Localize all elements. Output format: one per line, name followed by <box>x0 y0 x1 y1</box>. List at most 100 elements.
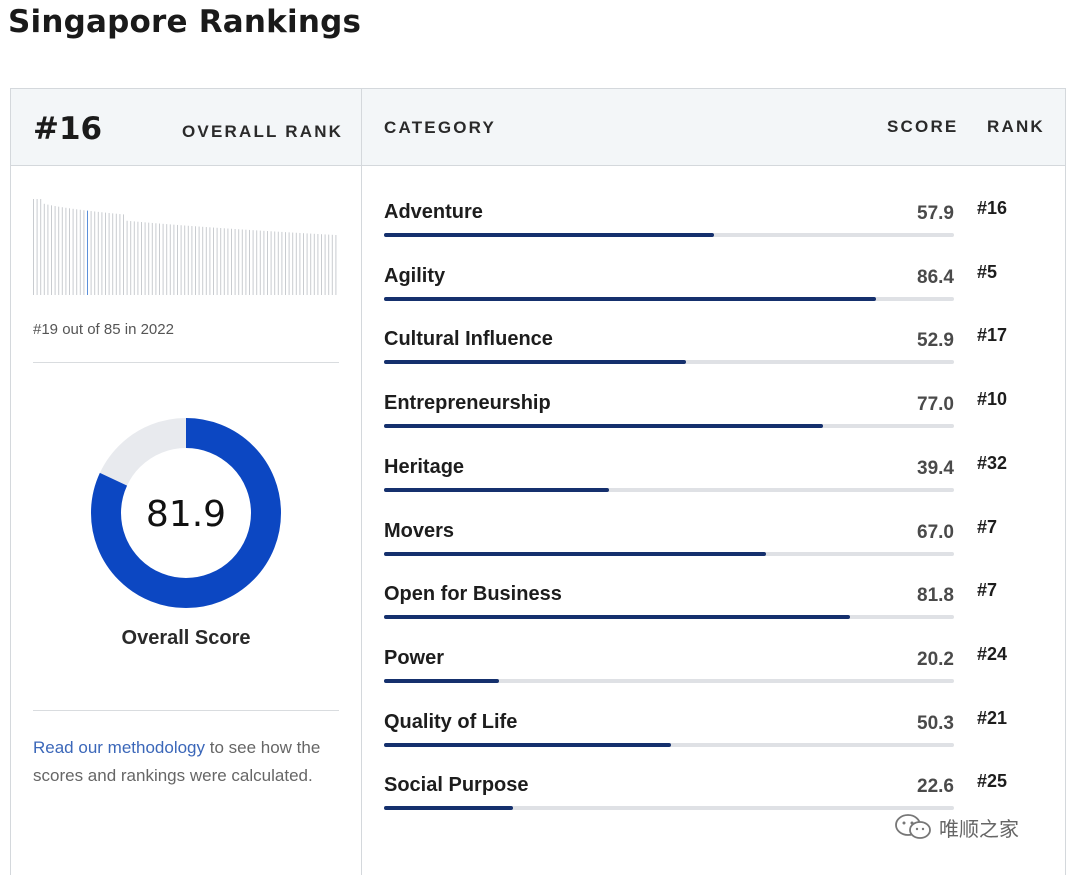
watermark-text: 唯顺之家 <box>939 816 1019 841</box>
rank-bar <box>173 224 175 295</box>
highlighted-rank-bar <box>87 210 88 295</box>
rank-bar <box>79 209 81 295</box>
rank-bar <box>209 227 211 295</box>
methodology-text: to see how the scores and rankings were … <box>33 738 321 785</box>
score-bar-fill <box>384 233 715 237</box>
category-rank: #16 <box>977 198 1008 218</box>
score-bar-track <box>384 615 954 620</box>
watermark: 唯顺之家 <box>893 812 1019 842</box>
rank-bar <box>241 229 243 295</box>
score-bar-track <box>384 424 954 429</box>
rank-bar <box>202 226 204 295</box>
rank-bar <box>112 213 114 295</box>
category-name: Power <box>384 646 445 669</box>
rank-bar <box>54 206 56 295</box>
overall-score-label: Overall Score <box>121 627 251 649</box>
donut-fill <box>91 418 281 608</box>
score-bar-fill <box>384 678 500 683</box>
category-row: Movers 67.0 #7 <box>384 517 1044 580</box>
category-row: Entrepreneurship 77.0 #10 <box>384 389 1044 452</box>
rank-distribution-chart <box>33 199 337 295</box>
rank-bar <box>321 234 322 295</box>
rank-bar <box>151 222 153 295</box>
section-divider <box>33 362 339 363</box>
category-rank: #24 <box>977 643 1008 664</box>
rank-bar <box>281 231 283 295</box>
rank-bar <box>285 232 286 295</box>
category-rank: #7 <box>977 580 998 601</box>
rank-bar <box>40 199 42 295</box>
category-score: 81.8 <box>917 585 954 607</box>
category-score: 50.3 <box>917 712 954 734</box>
rank-bar <box>33 199 34 295</box>
section-divider <box>33 710 339 711</box>
rank-column-header: RANK <box>987 117 1045 136</box>
rank-bar <box>90 211 92 295</box>
rank-bar <box>313 233 315 295</box>
rank-bar <box>216 227 218 295</box>
rank-bar <box>58 206 60 295</box>
rank-bar <box>76 209 78 295</box>
rank-bar <box>105 212 106 295</box>
previous-rank-text: #19 out of 85 in 2022 <box>33 321 174 338</box>
methodology-link[interactable]: Read our methodology <box>33 738 206 757</box>
score-bar-track <box>384 551 954 556</box>
category-score: 52.9 <box>917 330 954 352</box>
score-bar-fill <box>384 615 851 620</box>
score-bar-track <box>384 233 954 237</box>
rank-bar <box>317 234 319 295</box>
rank-bar <box>198 226 200 295</box>
rank-bar <box>43 203 45 295</box>
rank-bar <box>155 223 157 295</box>
score-column-header: SCORE <box>887 117 959 136</box>
rank-bar <box>141 222 142 295</box>
rank-bar <box>126 220 128 295</box>
score-bar-track <box>384 742 954 747</box>
rank-bar <box>162 223 164 295</box>
rank-bar <box>47 204 49 295</box>
rank-bar <box>328 234 330 295</box>
rank-bar <box>306 233 308 295</box>
rank-bar <box>335 235 337 295</box>
score-bar-track <box>384 487 954 492</box>
rank-bar <box>238 229 240 295</box>
rank-bar <box>292 232 294 295</box>
category-rank: #21 <box>977 707 1008 728</box>
category-name: Heritage <box>384 455 465 478</box>
category-row: Open for Business 81.8 #7 <box>384 580 1044 643</box>
page-title: Singapore Rankings <box>8 4 362 40</box>
category-rank: #32 <box>977 452 1008 473</box>
rank-bar <box>245 229 247 295</box>
rankings-card: #16 OVERALL RANK CATEGORY SCORE RANK #19… <box>10 88 1066 875</box>
rank-bar <box>115 213 117 295</box>
wechat-icon <box>895 814 931 839</box>
category-score: 39.4 <box>917 457 954 479</box>
score-bar-fill <box>384 551 766 556</box>
category-name: Entrepreneurship <box>384 392 551 415</box>
rank-bar <box>36 199 38 295</box>
rank-bar <box>61 207 63 295</box>
category-name: Quality of Life <box>384 710 518 733</box>
rank-bar <box>83 210 85 295</box>
score-bar-fill <box>384 296 877 301</box>
rank-bar <box>166 224 168 295</box>
rank-bar <box>256 230 258 295</box>
score-bar-fill <box>384 487 609 492</box>
rank-bar <box>263 230 265 295</box>
category-rank: #5 <box>977 261 998 282</box>
rank-bar <box>180 225 182 295</box>
category-name: Social Purpose <box>384 774 529 797</box>
category-score: 20.2 <box>917 648 954 670</box>
rank-bar <box>231 228 232 295</box>
rank-bar <box>51 205 52 295</box>
rank-bar <box>223 228 225 295</box>
rank-bar <box>234 229 236 295</box>
rank-bar <box>97 211 99 295</box>
column-divider <box>361 89 362 875</box>
rank-bar <box>205 227 207 295</box>
rank-bar <box>137 221 139 295</box>
rank-bar <box>310 233 312 295</box>
score-bar-fill <box>384 424 823 429</box>
rank-bar <box>288 232 290 295</box>
rank-bar <box>123 214 124 295</box>
